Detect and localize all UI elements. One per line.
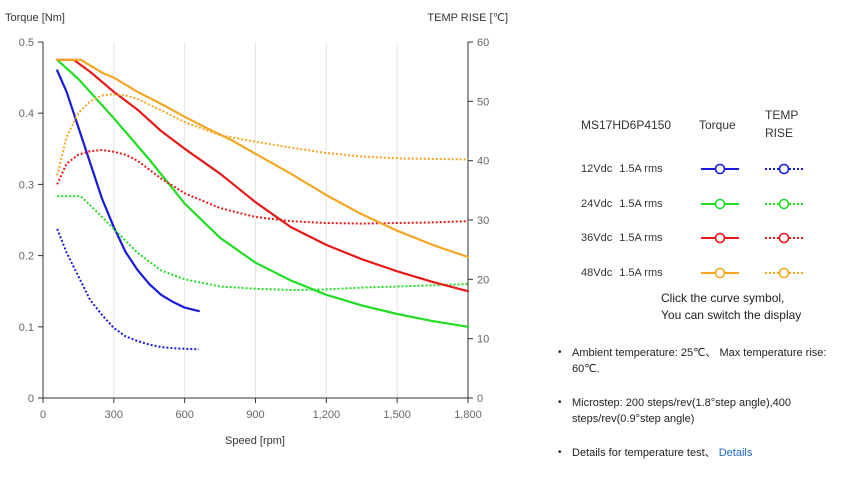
legend-header: MS17HD6P4150 Torque TEMP RISE [565, 100, 825, 150]
right-y-axis-title: TEMP RISE [℃] [427, 12, 508, 24]
temp-curve-symbol-48v[interactable] [764, 266, 804, 280]
note-ambient-temperature: Ambient temperature: 25℃、 Max temperatur… [558, 345, 848, 377]
legend-marker-icon [714, 163, 726, 175]
left-y-tick-label: 0.5 [19, 37, 34, 49]
legend-current: 1.5A rms [619, 197, 663, 210]
legend-row-36v: 36Vdc 1.5A rms [565, 219, 825, 254]
torque-curve-symbol-48v[interactable] [700, 266, 740, 280]
right-y-tick-label: 60 [477, 37, 489, 49]
torque-temperature-chart: 0 300 600 900 1,200 1,500 1,80000.10.20.30.40.… [5, 12, 508, 447]
tick-labels: 0 300 600 900 1,200 1,500 1,80000.10.20.30.40.… [19, 37, 490, 421]
legend-row-24v: 24Vdc 1.5A rms [565, 185, 825, 220]
legend-row-12v: 12Vdc 1.5A rms [565, 150, 825, 185]
24vdc-torque-line [56, 58, 470, 328]
legend-row-48v: 48Vdc 1.5A rms [565, 254, 825, 289]
legend-current: 1.5A rms [619, 232, 663, 244]
12vdc-torque-line [56, 69, 200, 313]
legend-temp-header: TEMP RISE [765, 106, 798, 142]
right-y-tick-label: 30 [477, 215, 489, 227]
note-details: Details for temperature test、 Details [558, 445, 848, 461]
series-lines [56, 58, 470, 351]
details-link[interactable]: Details [718, 447, 753, 459]
legend-temp-header-line1: TEMP [765, 108, 799, 122]
left-y-tick-label: 0.2 [19, 251, 34, 263]
legend-marker-icon [778, 267, 790, 278]
legend-marker-icon [778, 232, 790, 244]
note-details-text: Details for temperature test、 [572, 447, 716, 459]
legend-marker-icon [714, 267, 726, 278]
x-tick-label: 600 [175, 409, 193, 421]
48vdc-torque-line [56, 58, 470, 259]
x-axis-title: Speed [rpm] [225, 435, 285, 447]
legend-hint: Click the curve symbol, You can switch t… [661, 290, 801, 324]
chart-grid [113, 42, 398, 398]
legend-voltage: 12Vdc [581, 163, 613, 175]
legend-row-label: 12Vdc 1.5A rms [581, 163, 670, 175]
right-y-tick-label: 10 [477, 334, 489, 346]
36vdc-torque-line [56, 58, 470, 293]
legend-voltage: 24Vdc [581, 197, 613, 210]
left-y-tick-label: 0.1 [19, 322, 34, 334]
x-tick-label: 1,500 [383, 409, 411, 421]
temp-curve-symbol-36v[interactable] [764, 231, 804, 245]
legend-row-label: 36Vdc 1.5A rms [581, 232, 670, 244]
24vdc-temp-rise-line [57, 195, 469, 291]
right-y-tick-label: 20 [477, 274, 489, 286]
hint-line-2: You can switch the display [661, 308, 802, 322]
legend-marker-icon [778, 163, 790, 175]
temp-curve-symbol-12v[interactable] [764, 162, 804, 176]
legend-temp-header-line2: RISE [765, 126, 794, 140]
temp-curve-symbol-24v[interactable] [764, 197, 804, 211]
legend-model-name: MS17HD6P4150 [581, 118, 672, 132]
note-microstep: Microstep: 200 steps/rev(1.8°step angle)… [558, 395, 848, 427]
legend-marker-icon [714, 198, 726, 209]
left-y-axis-title: Torque [Nm] [5, 12, 65, 24]
legend-marker-icon [778, 198, 790, 209]
x-tick-label: 300 [105, 409, 123, 421]
12vdc-temp-rise-line [56, 228, 199, 351]
torque-curve-symbol-12v[interactable] [700, 162, 740, 176]
legend-voltage: 36Vdc [581, 232, 613, 244]
x-tick-label: 900 [246, 409, 264, 421]
hint-line-1: Click the curve symbol, [661, 291, 785, 305]
36vdc-temp-rise-line [56, 149, 469, 225]
legend-current: 1.5A rms [619, 266, 663, 279]
legend-torque-header: Torque [699, 118, 736, 132]
left-y-tick-label: 0.3 [19, 179, 34, 191]
right-y-tick-label: 40 [477, 156, 489, 168]
notes-list: Ambient temperature: 25℃、 Max temperatur… [558, 345, 848, 479]
x-tick-label: 0 [40, 409, 46, 421]
legend-row-label: 24Vdc 1.5A rms [581, 198, 670, 210]
right-y-tick-label: 50 [477, 96, 489, 108]
left-y-tick-label: 0.4 [19, 108, 34, 120]
legend-marker-icon [714, 232, 726, 244]
legend-voltage: 48Vdc [581, 266, 613, 279]
left-y-tick-label: 0 [28, 393, 34, 405]
legend-row-label: 48Vdc 1.5A rms [581, 267, 670, 279]
legend-panel: MS17HD6P4150 Torque TEMP RISE 12Vdc 1.5A … [565, 100, 825, 288]
x-tick-label: 1,800 [454, 409, 482, 421]
right-y-tick-label: 0 [477, 393, 483, 405]
torque-curve-symbol-24v[interactable] [700, 197, 740, 211]
torque-curve-symbol-36v[interactable] [700, 231, 740, 245]
x-tick-label: 1,200 [313, 409, 341, 421]
legend-current: 1.5A rms [619, 163, 663, 175]
48vdc-temp-rise-line [56, 93, 469, 176]
